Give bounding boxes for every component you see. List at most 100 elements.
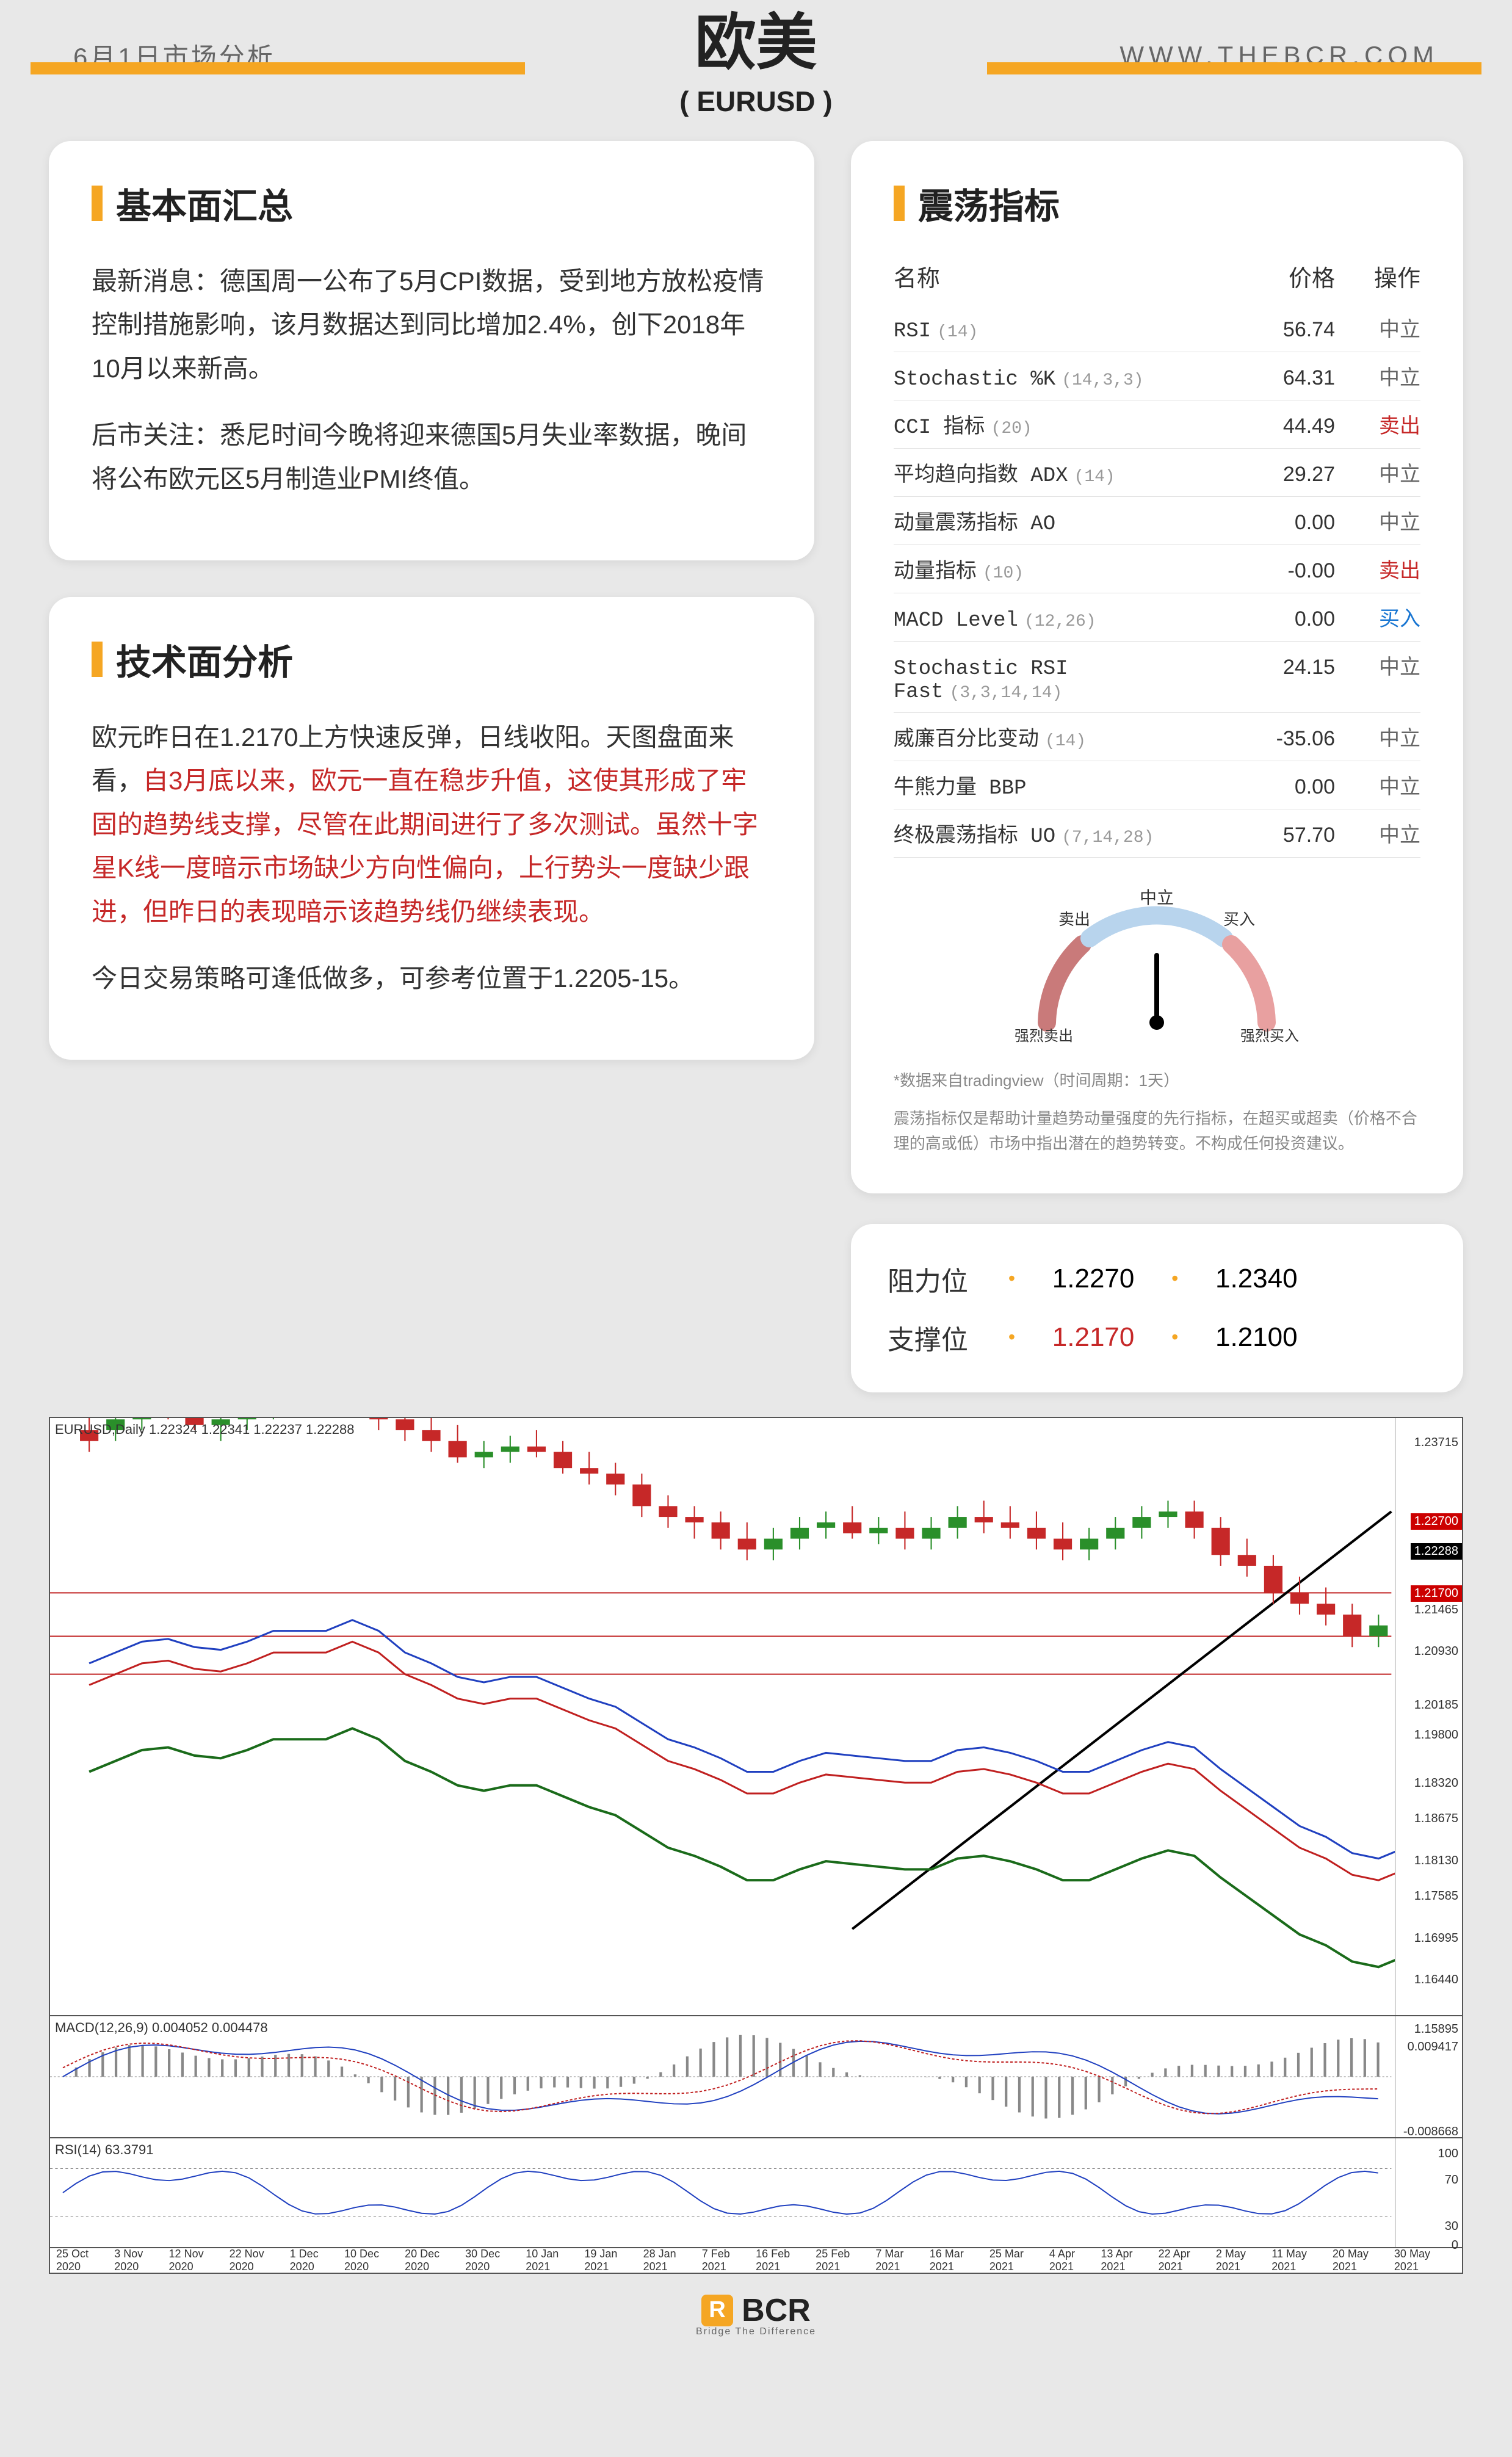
gauge-svg: 中立 卖出 买入 强烈卖出 强烈买入 bbox=[1010, 888, 1303, 1047]
svg-text:中立: 中立 bbox=[1140, 888, 1174, 907]
svg-text:卖出: 卖出 bbox=[1058, 910, 1090, 928]
resistance-row: 阻力位 • 1.2270 • 1.2340 bbox=[888, 1250, 1427, 1308]
date-tick: 19 Jan 2021 bbox=[584, 2248, 643, 2273]
date-tick: 10 Dec 2020 bbox=[344, 2248, 405, 2273]
dot-icon: • bbox=[1008, 1326, 1015, 1348]
date-axis: 25 Oct 20203 Nov 202012 Nov 202022 Nov 2… bbox=[50, 2248, 1462, 2273]
resistance-label: 阻力位 bbox=[888, 1259, 997, 1298]
indicator-row: MACD Level(12,26) 0.00 买入 bbox=[894, 593, 1420, 642]
ind-price: 24.15 bbox=[1237, 656, 1335, 679]
levels-card: 阻力位 • 1.2270 • 1.2340 支撑位 • 1.2170 • 1.2… bbox=[851, 1224, 1463, 1392]
price-tag: 1.21700 bbox=[1411, 1585, 1462, 1602]
ind-action: 中立 bbox=[1335, 770, 1420, 800]
ind-price: 0.00 bbox=[1237, 511, 1335, 535]
ind-header: 名称 价格 操作 bbox=[894, 259, 1420, 304]
macd-chart: MACD(12,26,9) 0.004052 0.004478 1.158950… bbox=[50, 2016, 1462, 2138]
indicator-row: RSI(14) 56.74 中立 bbox=[894, 304, 1420, 352]
y-tick: 1.19800 bbox=[1414, 1728, 1458, 1742]
ind-name: 平均趋向指数 ADX(14) bbox=[894, 457, 1237, 488]
ind-price: 0.00 bbox=[1237, 775, 1335, 799]
date-tick: 20 May 2021 bbox=[1333, 2248, 1394, 2273]
left-column: 基本面汇总 最新消息：德国周一公布了5月CPI数据，受到地方放松疫情控制措施影响… bbox=[49, 141, 814, 1392]
date-tick: 28 Jan 2021 bbox=[643, 2248, 702, 2273]
indicator-row: 威廉百分比变动(14) -35.06 中立 bbox=[894, 713, 1420, 761]
gauge: 中立 卖出 买入 强烈卖出 强烈买入 bbox=[894, 888, 1420, 1050]
ind-rows: RSI(14) 56.74 中立Stochastic %K(14,3,3) 64… bbox=[894, 304, 1420, 858]
y-axis-macd: 1.158950.009417-0.008668 bbox=[1395, 2016, 1462, 2137]
date-tick: 13 Apr 2021 bbox=[1101, 2248, 1158, 2273]
oscillators-title: 震荡指标 bbox=[894, 178, 1420, 229]
ind-name: 终极震荡指标 UO(7,14,28) bbox=[894, 818, 1237, 849]
date-tick: 4 Apr 2021 bbox=[1049, 2248, 1101, 2273]
ind-name: Stochastic %K(14,3,3) bbox=[894, 368, 1237, 391]
disclaimer2: 震荡指标仅是帮助计量趋势动量强度的先行指标，在超买或超卖（价格不合理的高或低）市… bbox=[894, 1106, 1420, 1157]
fundamentals-card: 基本面汇总 最新消息：德国周一公布了5月CPI数据，受到地方放松疫情控制措施影响… bbox=[49, 141, 814, 560]
ind-action: 中立 bbox=[1335, 457, 1420, 487]
svg-text:强烈买入: 强烈买入 bbox=[1240, 1028, 1299, 1044]
right-column: 震荡指标 名称 价格 操作 RSI(14) 56.74 中立Stochastic… bbox=[851, 141, 1463, 1392]
ind-name: 牛熊力量 BBP bbox=[894, 770, 1237, 800]
technical-title: 技术面分析 bbox=[92, 634, 772, 685]
date-tick: 25 Feb 2021 bbox=[816, 2248, 875, 2273]
ind-price: 57.70 bbox=[1237, 823, 1335, 847]
indicator-row: 动量指标(10) -0.00 卖出 bbox=[894, 545, 1420, 593]
date-tick: 11 May 2021 bbox=[1271, 2248, 1333, 2273]
title-wrap: 欧美 ( EURUSD ) bbox=[679, 0, 832, 118]
ind-name: 威廉百分比变动(14) bbox=[894, 722, 1237, 752]
support-label: 支撑位 bbox=[888, 1318, 997, 1357]
fundamentals-body: 最新消息：德国周一公布了5月CPI数据，受到地方放松疫情控制措施影响，该月数据达… bbox=[92, 259, 772, 501]
header: 6月1日市场分析 欧美 ( EURUSD ) WWW.THEBCR.COM bbox=[0, 0, 1512, 86]
date-tick: 22 Apr 2021 bbox=[1159, 2248, 1216, 2273]
ind-name: CCI 指标(20) bbox=[894, 409, 1237, 440]
y-tick: 1.18320 bbox=[1414, 1776, 1458, 1790]
ind-action: 卖出 bbox=[1335, 554, 1420, 584]
indicator-row: Stochastic %K(14,3,3) 64.31 中立 bbox=[894, 352, 1420, 400]
page-title: 欧美 bbox=[679, 0, 832, 81]
ind-action: 买入 bbox=[1335, 602, 1420, 632]
date-tick: 25 Mar 2021 bbox=[989, 2248, 1049, 2273]
ind-price: 44.49 bbox=[1237, 414, 1335, 438]
y-tick: 0 bbox=[1452, 2238, 1458, 2253]
indicator-row: 平均趋向指数 ADX(14) 29.27 中立 bbox=[894, 449, 1420, 497]
col-price: 价格 bbox=[1237, 259, 1335, 293]
price-tag: 1.22700 bbox=[1411, 1513, 1462, 1530]
ind-price: -0.00 bbox=[1237, 559, 1335, 583]
y-tick: 1.21465 bbox=[1414, 1603, 1458, 1617]
logo-icon: R bbox=[701, 2295, 733, 2326]
dot-icon: • bbox=[1008, 1267, 1015, 1290]
ind-name: 动量指标(10) bbox=[894, 554, 1237, 584]
ind-action: 中立 bbox=[1335, 650, 1420, 680]
date-tick: 7 Feb 2021 bbox=[702, 2248, 756, 2273]
y-tick: 1.18675 bbox=[1414, 1812, 1458, 1826]
fundamentals-p1: 最新消息：德国周一公布了5月CPI数据，受到地方放松疫情控制措施影响，该月数据达… bbox=[92, 259, 772, 390]
y-tick: 1.23715 bbox=[1414, 1436, 1458, 1450]
indicator-row: 动量震荡指标 AO 0.00 中立 bbox=[894, 497, 1420, 545]
brand-name: BCR bbox=[742, 2292, 811, 2329]
y-tick: 1.16995 bbox=[1414, 1931, 1458, 1945]
macd-label: MACD(12,26,9) 0.004052 0.004478 bbox=[55, 2020, 268, 2036]
col-name: 名称 bbox=[894, 259, 1237, 293]
ind-action: 中立 bbox=[1335, 818, 1420, 848]
technical-body: 欧元昨日在1.2170上方快速反弹，日线收阳。天图盘面来看，自3月底以来，欧元一… bbox=[92, 715, 772, 1000]
technical-p1: 欧元昨日在1.2170上方快速反弹，日线收阳。天图盘面来看，自3月底以来，欧元一… bbox=[92, 715, 772, 933]
ind-action: 中立 bbox=[1335, 505, 1420, 535]
tech-p1-red: 自3月底以来，欧元一直在稳步升值，这使其形成了牢固的趋势线支撑，尽管在此期间进行… bbox=[92, 766, 758, 925]
dot-icon: • bbox=[1171, 1267, 1178, 1290]
ind-price: 29.27 bbox=[1237, 463, 1335, 487]
dot-icon: • bbox=[1171, 1326, 1178, 1348]
y-tick: 30 bbox=[1445, 2220, 1458, 2234]
y-tick: 1.20930 bbox=[1414, 1645, 1458, 1659]
ind-action: 中立 bbox=[1335, 313, 1420, 342]
ind-action: 中立 bbox=[1335, 722, 1420, 751]
svg-text:强烈卖出: 强烈卖出 bbox=[1015, 1028, 1073, 1044]
accent-bar-left bbox=[31, 62, 525, 74]
ind-action: 中立 bbox=[1335, 361, 1420, 391]
y-axis-main: 1.237151.214651.209301.201851.198001.183… bbox=[1395, 1418, 1462, 2015]
fundamentals-title: 基本面汇总 bbox=[92, 178, 772, 229]
date-tick: 7 Mar 2021 bbox=[875, 2248, 929, 2273]
support-v2: 1.2100 bbox=[1189, 1322, 1323, 1353]
rsi-svg bbox=[50, 2138, 1462, 2247]
oscillators-card: 震荡指标 名称 价格 操作 RSI(14) 56.74 中立Stochastic… bbox=[851, 141, 1463, 1193]
col-action: 操作 bbox=[1335, 259, 1420, 293]
candle-svg bbox=[50, 1418, 1462, 2015]
